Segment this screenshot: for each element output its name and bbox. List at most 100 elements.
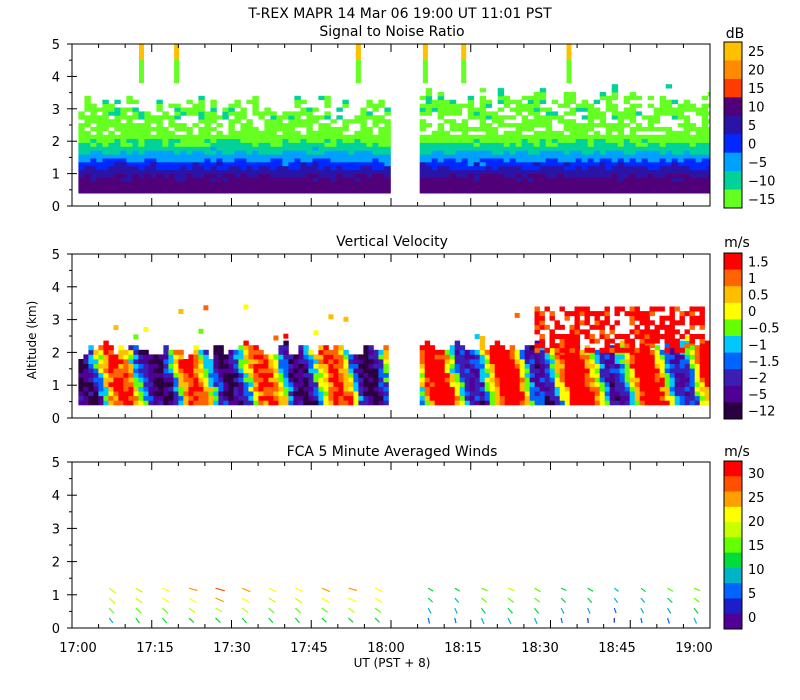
snr-cell <box>563 177 571 182</box>
snr-cell <box>216 177 223 182</box>
wind-vector <box>427 587 434 592</box>
snr-cell <box>144 161 151 167</box>
vv-cell <box>268 359 274 364</box>
vv-cell <box>584 334 590 339</box>
snr-cell <box>84 107 91 112</box>
vv-cell <box>464 372 471 378</box>
snr-cell <box>102 111 109 116</box>
vv-cell <box>298 372 304 378</box>
snr-cell <box>84 165 91 171</box>
vv-cell <box>534 329 540 335</box>
snr-cell <box>449 189 457 194</box>
snr-cell <box>563 92 571 97</box>
vv-cell <box>454 400 461 406</box>
snr-cell <box>659 177 667 182</box>
snr-cell <box>252 161 259 167</box>
vv-cell <box>298 368 304 374</box>
snr-cell <box>449 138 457 143</box>
snr-cell <box>563 134 571 139</box>
vv-cell <box>258 349 264 355</box>
vv-cell <box>218 372 224 378</box>
snr-cell <box>132 173 139 178</box>
snr-cell <box>629 119 637 124</box>
vv-cell <box>539 343 545 349</box>
vv-cell <box>454 372 461 378</box>
snr-cell <box>270 134 277 139</box>
snr-cell <box>707 111 710 116</box>
vv-cell <box>363 391 369 397</box>
snr-cell <box>605 154 613 159</box>
snr-cell <box>617 146 625 151</box>
vv-cell <box>554 334 560 339</box>
snr-cell <box>348 177 355 182</box>
vv-cell <box>464 354 471 360</box>
vv-cell <box>609 372 616 378</box>
vv-cell <box>699 386 706 392</box>
snr-cell <box>330 130 337 136</box>
snr-cell <box>599 158 607 163</box>
snr-cell <box>84 130 91 136</box>
vv-cell <box>78 359 84 364</box>
snr-cell <box>689 134 697 139</box>
snr-cell <box>473 185 481 190</box>
vv-cell <box>534 381 541 387</box>
vv-cell <box>549 391 556 397</box>
vv-cell <box>363 400 369 406</box>
vv-cell <box>429 363 436 369</box>
vv-cell <box>639 311 645 317</box>
vv-cell <box>258 354 264 360</box>
vv-cell <box>333 345 339 351</box>
vv-cell <box>529 377 536 383</box>
snr-cell <box>252 177 259 182</box>
vv-heatmap <box>78 304 710 406</box>
vv-cell <box>228 359 234 364</box>
snr-cell <box>467 99 475 104</box>
vv-cell <box>318 395 324 401</box>
vv-cell <box>519 400 526 406</box>
vv-cell <box>168 372 174 378</box>
snr-cell <box>126 169 133 174</box>
snr-cell <box>677 177 685 182</box>
snr-cell <box>216 130 223 136</box>
snr-cell <box>461 146 469 151</box>
snr-cell <box>521 126 529 132</box>
snr-cell <box>539 150 547 155</box>
vv-cell <box>619 345 626 351</box>
vv-cell <box>143 349 149 355</box>
vv-cell <box>574 329 580 335</box>
vv-cell <box>268 386 274 392</box>
snr-cell <box>701 161 709 167</box>
snr-cell <box>521 142 529 147</box>
snr-cell <box>264 154 271 159</box>
snr-cell <box>422 55 428 60</box>
snr-cell <box>192 158 199 163</box>
snr-cell <box>485 111 493 116</box>
vv-cell <box>449 400 456 406</box>
snr-cell <box>485 161 493 167</box>
snr-cell <box>509 154 517 159</box>
snr-cell <box>306 119 313 124</box>
vv-cell <box>539 324 545 330</box>
vv-cell <box>113 391 119 397</box>
vv-cell <box>243 400 249 406</box>
snr-cell <box>120 154 127 159</box>
snr-cell <box>228 165 235 171</box>
snr-cell <box>533 99 541 104</box>
snr-cell <box>497 134 505 139</box>
vv-cell <box>684 368 691 374</box>
wind-vector <box>640 597 646 603</box>
snr-cell <box>671 169 679 174</box>
snr-cell <box>533 189 541 194</box>
snr-cell <box>491 150 499 155</box>
snr-cell <box>156 189 163 194</box>
snr-cell <box>563 169 571 174</box>
vv-cell <box>153 400 159 406</box>
snr-cell <box>234 150 241 155</box>
vv-cell <box>233 359 239 364</box>
colorbar-label: −5 <box>748 156 767 171</box>
vv-cell <box>328 363 334 369</box>
snr-cell <box>276 123 283 128</box>
snr-cell <box>566 59 572 64</box>
snr-cell <box>96 142 103 147</box>
snr-cell <box>467 126 475 132</box>
